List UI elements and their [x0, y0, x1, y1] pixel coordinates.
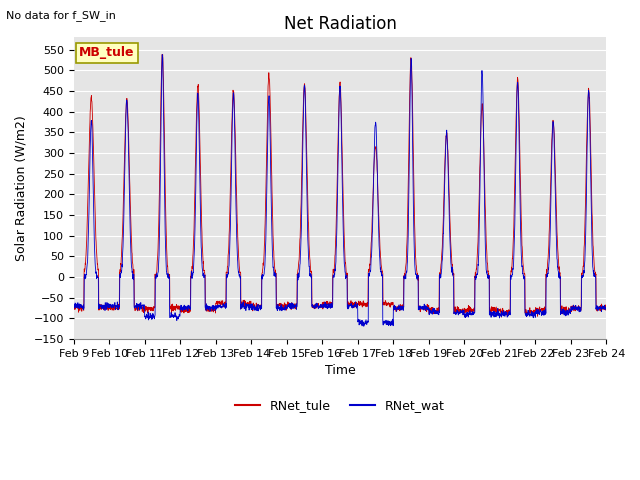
RNet_wat — [70, 299, 77, 305]
RNet_tule — [498, 314, 506, 320]
Legend: RNet_tule, RNet_wat: RNet_tule, RNet_wat — [230, 394, 450, 417]
Text: No data for f_SW_in: No data for f_SW_in — [6, 10, 116, 21]
RNet_wat — [556, 274, 564, 279]
RNet_tule — [556, 271, 564, 277]
Title: Net Radiation: Net Radiation — [284, 15, 396, 33]
RNet_tule — [495, 308, 502, 314]
RNet_tule — [367, 244, 375, 250]
Text: MB_tule: MB_tule — [79, 47, 134, 60]
RNet_wat — [602, 305, 610, 311]
RNet_wat — [158, 52, 166, 58]
Y-axis label: Solar Radiation (W/m2): Solar Radiation (W/m2) — [15, 115, 28, 261]
RNet_wat — [355, 321, 363, 326]
X-axis label: Time: Time — [324, 364, 355, 377]
Line: RNet_tule: RNet_tule — [74, 54, 606, 317]
RNet_tule — [158, 51, 166, 57]
RNet_tule — [219, 300, 227, 305]
RNet_tule — [571, 304, 579, 310]
RNet_wat — [367, 254, 375, 260]
Line: RNet_wat: RNet_wat — [74, 55, 606, 326]
RNet_wat — [360, 324, 367, 329]
RNet_wat — [219, 303, 227, 309]
RNet_tule — [70, 302, 77, 308]
RNet_tule — [602, 303, 610, 309]
RNet_wat — [495, 311, 503, 316]
RNet_tule — [355, 300, 363, 305]
RNet_wat — [571, 307, 579, 312]
